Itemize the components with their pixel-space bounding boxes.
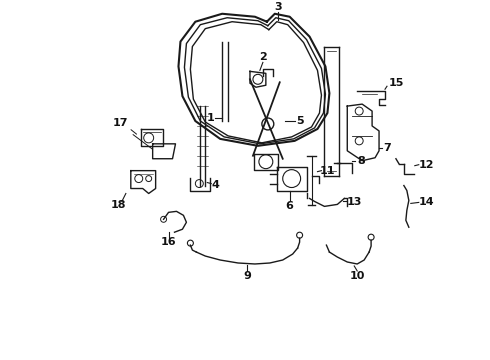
- Text: 17: 17: [113, 118, 129, 128]
- Text: 13: 13: [346, 197, 362, 207]
- Text: 11: 11: [319, 166, 335, 176]
- Text: 8: 8: [357, 156, 365, 166]
- Text: 12: 12: [419, 160, 435, 170]
- Text: 16: 16: [161, 237, 176, 247]
- Text: 18: 18: [111, 201, 126, 210]
- Text: 7: 7: [383, 143, 391, 153]
- Text: 4: 4: [211, 180, 219, 190]
- Text: 5: 5: [296, 116, 303, 126]
- Text: 14: 14: [419, 197, 435, 207]
- Text: 6: 6: [286, 201, 294, 211]
- Text: 15: 15: [388, 78, 404, 88]
- Text: 9: 9: [243, 271, 251, 281]
- Text: 1: 1: [206, 113, 214, 123]
- Text: 10: 10: [349, 271, 365, 281]
- Text: 3: 3: [274, 2, 282, 12]
- Text: 2: 2: [259, 53, 267, 62]
